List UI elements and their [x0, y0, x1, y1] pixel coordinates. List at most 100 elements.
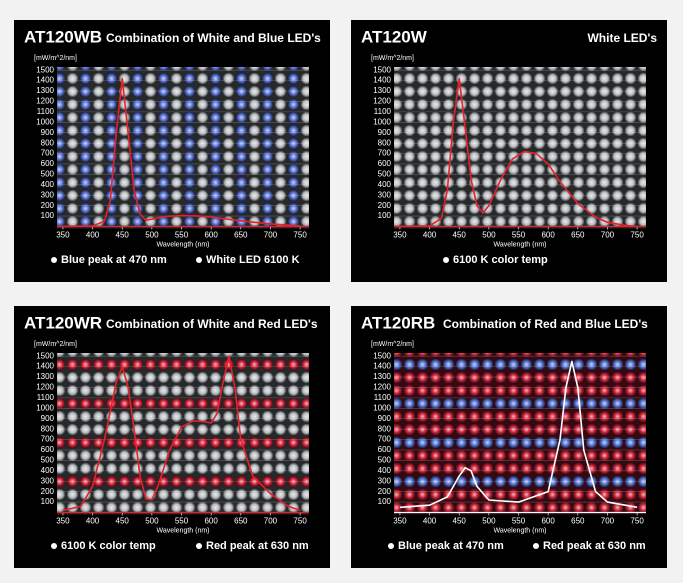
- note-bullet: [196, 543, 202, 549]
- x-tick-label: 700: [264, 231, 278, 240]
- x-tick-label: 450: [453, 517, 467, 526]
- y-tick-label: 400: [41, 180, 55, 189]
- note: Blue peak at 470 nm: [61, 254, 167, 266]
- y-tick-label: 500: [41, 456, 55, 465]
- y-tick-label: 200: [378, 487, 392, 496]
- x-tick-label: 600: [204, 517, 218, 526]
- chart-panel: AT120W White LED's[mW/m^2/nm]100200300400…: [351, 20, 667, 282]
- y-tick-label: 300: [378, 476, 392, 485]
- y-axis-label: [mW/m^2/nm]: [34, 341, 77, 348]
- chart-subtitle: White LED's: [587, 31, 657, 45]
- x-tick-label: 550: [175, 231, 189, 240]
- y-tick-label: 600: [378, 159, 392, 168]
- x-tick-label: 550: [512, 517, 526, 526]
- y-tick-label: 400: [378, 466, 392, 475]
- note: Red peak at 630 nm: [543, 540, 646, 552]
- x-axis-label: Wavelength (nm): [493, 527, 546, 534]
- x-tick-label: 600: [204, 231, 218, 240]
- note-bullet: [51, 257, 57, 263]
- y-axis-label: [mW/m^2/nm]: [371, 341, 414, 348]
- y-tick-label: 1300: [373, 86, 391, 95]
- y-tick-label: 700: [41, 149, 55, 158]
- x-tick-label: 650: [234, 231, 248, 240]
- y-tick-label: 100: [378, 497, 392, 506]
- y-tick-label: 1400: [373, 76, 391, 85]
- chart-title: AT120WR: [24, 313, 102, 332]
- note: Blue peak at 470 nm: [398, 540, 504, 552]
- y-tick-label: 1300: [36, 372, 54, 381]
- y-tick-label: 900: [41, 128, 55, 137]
- x-tick-label: 700: [601, 231, 615, 240]
- x-tick-label: 750: [293, 517, 307, 526]
- y-tick-label: 1500: [373, 351, 391, 360]
- y-tick-label: 1100: [374, 393, 392, 402]
- y-tick-label: 100: [41, 211, 55, 220]
- x-tick-label: 550: [175, 517, 189, 526]
- y-tick-label: 900: [378, 414, 392, 423]
- x-axis-label: Wavelength (nm): [493, 241, 546, 248]
- y-tick-label: 1000: [373, 403, 391, 412]
- note-bullet: [443, 257, 449, 263]
- x-tick-label: 500: [482, 517, 496, 526]
- y-tick-label: 400: [41, 466, 55, 475]
- y-tick-label: 1200: [373, 383, 391, 392]
- y-tick-label: 1000: [36, 117, 54, 126]
- y-tick-label: 300: [41, 476, 55, 485]
- y-tick-label: 600: [41, 159, 55, 168]
- y-tick-label: 1000: [373, 117, 391, 126]
- spectrum-line: [62, 355, 301, 512]
- y-tick-label: 1100: [374, 107, 392, 116]
- x-tick-label: 650: [234, 517, 248, 526]
- y-tick-label: 100: [41, 497, 55, 506]
- led-photo: [394, 353, 646, 515]
- x-tick-label: 400: [423, 517, 437, 526]
- x-tick-label: 550: [512, 231, 526, 240]
- x-tick-label: 650: [571, 231, 585, 240]
- y-tick-label: 1100: [37, 107, 55, 116]
- y-axis-label: [mW/m^2/nm]: [371, 55, 414, 62]
- y-tick-label: 200: [41, 201, 55, 210]
- x-tick-label: 400: [86, 517, 100, 526]
- note-bullet: [51, 543, 57, 549]
- x-tick-label: 750: [293, 231, 307, 240]
- chart-panel: AT120RB Combination of Red and Blue LED's…: [351, 306, 667, 568]
- x-tick-label: 500: [145, 231, 159, 240]
- y-tick-label: 1200: [373, 97, 391, 106]
- x-tick-label: 750: [630, 231, 644, 240]
- chart-panel: AT120WB Combination of White and Blue LED…: [14, 20, 330, 282]
- y-tick-label: 1300: [36, 86, 54, 95]
- x-tick-label: 350: [393, 231, 407, 240]
- y-tick-label: 600: [378, 445, 392, 454]
- x-tick-label: 500: [482, 231, 496, 240]
- note: Red peak at 630 nm: [206, 540, 309, 552]
- x-axis-label: Wavelength (nm): [156, 241, 209, 248]
- y-tick-label: 700: [378, 149, 392, 158]
- y-tick-label: 1200: [36, 383, 54, 392]
- x-tick-label: 350: [56, 517, 70, 526]
- y-tick-label: 1300: [373, 372, 391, 381]
- x-axis-label: Wavelength (nm): [156, 527, 209, 534]
- y-tick-label: 100: [378, 211, 392, 220]
- x-tick-label: 600: [541, 517, 555, 526]
- y-tick-label: 300: [41, 190, 55, 199]
- chart-subtitle: Combination of Red and Blue LED's: [443, 317, 648, 331]
- x-tick-label: 400: [423, 231, 437, 240]
- note-bullet: [196, 257, 202, 263]
- y-tick-label: 1200: [36, 97, 54, 106]
- x-tick-label: 450: [453, 231, 467, 240]
- spectrum-line: [56, 77, 301, 228]
- y-tick-label: 1500: [373, 65, 391, 74]
- y-tick-label: 1400: [36, 76, 54, 85]
- y-tick-label: 700: [378, 435, 392, 444]
- y-axis-label: [mW/m^2/nm]: [34, 55, 77, 62]
- x-tick-label: 650: [571, 517, 585, 526]
- x-tick-label: 400: [86, 231, 100, 240]
- x-tick-label: 450: [116, 517, 130, 526]
- led-photo: [394, 67, 646, 229]
- y-tick-label: 200: [378, 201, 392, 210]
- y-tick-label: 700: [41, 435, 55, 444]
- y-tick-label: 900: [378, 128, 392, 137]
- spectrum-line: [399, 360, 638, 509]
- y-tick-label: 1500: [36, 351, 54, 360]
